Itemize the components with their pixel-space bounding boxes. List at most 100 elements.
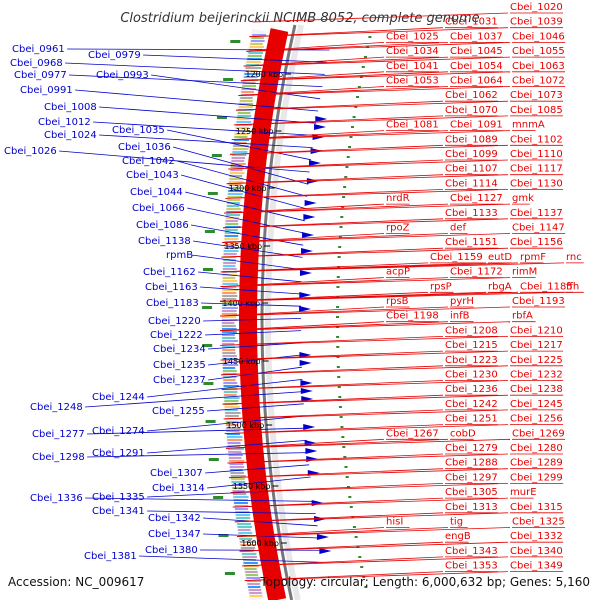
- gene-label-forward[interactable]: Cbei_1086: [136, 220, 189, 231]
- gene-label-reverse[interactable]: Cbei_1041: [386, 61, 439, 72]
- gene-label-forward[interactable]: Cbei_0979: [88, 50, 141, 61]
- gene-label-forward[interactable]: Cbei_1234: [153, 344, 206, 355]
- gene-label-reverse[interactable]: Cbei_1102: [510, 134, 563, 145]
- gene-label-reverse[interactable]: rbfA: [512, 311, 533, 322]
- gene-label-reverse[interactable]: Cbei_1037: [450, 31, 503, 42]
- gene-label-forward[interactable]: Cbei_1163: [145, 282, 198, 293]
- gene-label-reverse[interactable]: pyrH: [450, 296, 474, 307]
- gene-label-forward[interactable]: Cbei_1222: [150, 330, 203, 341]
- gene-label-forward[interactable]: Cbei_1298: [32, 452, 85, 463]
- gene-label-reverse[interactable]: Cbei_1085: [510, 105, 563, 116]
- gene-label-reverse[interactable]: Cbei_1238: [510, 384, 563, 395]
- gene-label-forward[interactable]: Cbei_1244: [92, 392, 145, 403]
- gene-label-reverse[interactable]: rpsP: [430, 281, 452, 292]
- gene-label-reverse[interactable]: Cbei_1208: [445, 325, 498, 336]
- gene-label-reverse[interactable]: murE: [510, 487, 537, 498]
- gene-label-reverse[interactable]: Cbei_1073: [510, 90, 563, 101]
- gene-label-forward[interactable]: Cbei_1036: [118, 142, 171, 153]
- gene-label-reverse[interactable]: Cbei_1280: [510, 443, 563, 454]
- gene-label-forward[interactable]: Cbei_1255: [152, 406, 205, 417]
- gene-label-reverse[interactable]: Cbei_1217: [510, 340, 563, 351]
- gene-label-reverse[interactable]: Cbei_1055: [512, 46, 565, 57]
- gene-label-forward[interactable]: Cbei_1347: [148, 529, 201, 540]
- gene-label-reverse[interactable]: Cbei_1223: [445, 355, 498, 366]
- gene-label-forward[interactable]: Cbei_1044: [130, 187, 183, 198]
- gene-label-reverse[interactable]: Cbei_1299: [510, 472, 563, 483]
- gene-label-forward[interactable]: Cbei_1274: [92, 426, 145, 437]
- gene-label-reverse[interactable]: Cbei_1185: [520, 281, 573, 292]
- gene-label-reverse[interactable]: Cbei_1081: [386, 120, 439, 131]
- gene-label-reverse[interactable]: Cbei_1289: [510, 458, 563, 469]
- gene-label-reverse[interactable]: Cbei_1089: [445, 134, 498, 145]
- gene-label-forward[interactable]: Cbei_1291: [92, 448, 145, 459]
- gene-label-reverse[interactable]: Cbei_1114: [445, 178, 498, 189]
- gene-label-reverse[interactable]: Cbei_1236: [445, 384, 498, 395]
- gene-label-forward[interactable]: Cbei_1248: [30, 402, 83, 413]
- gene-label-reverse[interactable]: Cbei_1305: [445, 487, 498, 498]
- gene-label-reverse[interactable]: Cbei_1230: [445, 370, 498, 381]
- gene-label-forward[interactable]: Cbei_1012: [38, 117, 91, 128]
- gene-label-forward[interactable]: Cbei_1237: [153, 375, 206, 386]
- gene-label-reverse[interactable]: Cbei_1349: [510, 561, 563, 572]
- gene-label-forward[interactable]: Cbei_1341: [92, 506, 145, 517]
- gene-label-forward[interactable]: Cbei_1043: [126, 170, 179, 181]
- gene-label-forward[interactable]: rpmB: [166, 250, 193, 261]
- gene-label-reverse[interactable]: eutD: [488, 252, 512, 263]
- gene-label-reverse[interactable]: Cbei_1046: [512, 31, 565, 42]
- gene-label-reverse[interactable]: Cbei_1215: [445, 340, 498, 351]
- gene-label-forward[interactable]: Cbei_1138: [138, 236, 191, 247]
- gene-label-reverse[interactable]: Cbei_1031: [445, 17, 498, 28]
- gene-label-forward[interactable]: Cbei_1314: [152, 483, 205, 494]
- gene-label-reverse[interactable]: nrdR: [386, 193, 410, 204]
- gene-label-forward[interactable]: Cbei_1235: [153, 360, 206, 371]
- gene-label-reverse[interactable]: Cbei_1256: [510, 414, 563, 425]
- gene-label-reverse[interactable]: rpmF: [520, 252, 546, 263]
- gene-label-reverse[interactable]: Cbei_1020: [510, 2, 563, 13]
- gene-label-reverse[interactable]: rbgA: [488, 281, 512, 292]
- gene-label-reverse[interactable]: Cbei_1198: [386, 311, 439, 322]
- gene-label-forward[interactable]: Cbei_1342: [148, 513, 201, 524]
- gene-label-reverse[interactable]: Cbei_1127: [450, 193, 503, 204]
- gene-label-reverse[interactable]: Cbei_1147: [512, 223, 565, 234]
- gene-label-reverse[interactable]: Cbei_1313: [445, 502, 498, 513]
- gene-label-reverse[interactable]: Cbei_1039: [510, 17, 563, 28]
- gene-label-reverse[interactable]: Cbei_1159: [430, 252, 483, 263]
- gene-label-reverse[interactable]: Cbei_1063: [512, 61, 565, 72]
- gene-label-reverse[interactable]: Cbei_1130: [510, 178, 563, 189]
- gene-label-reverse[interactable]: Cbei_1242: [445, 399, 498, 410]
- gene-label-reverse[interactable]: Cbei_1107: [445, 164, 498, 175]
- gene-label-forward[interactable]: Cbei_1042: [122, 156, 175, 167]
- gene-label-reverse[interactable]: Cbei_1070: [445, 105, 498, 116]
- gene-label-reverse[interactable]: Cbei_1325: [512, 517, 565, 528]
- gene-label-reverse[interactable]: Cbei_1091: [450, 120, 503, 131]
- gene-label-reverse[interactable]: Cbei_1117: [510, 164, 563, 175]
- gene-label-reverse[interactable]: hisI: [386, 517, 403, 528]
- gene-label-reverse[interactable]: gmk: [512, 193, 534, 204]
- gene-label-reverse[interactable]: Cbei_1279: [445, 443, 498, 454]
- gene-label-forward[interactable]: Cbei_1220: [148, 316, 201, 327]
- gene-label-reverse[interactable]: rnc: [566, 252, 582, 263]
- gene-label-forward[interactable]: Cbei_1026: [4, 146, 57, 157]
- gene-label-reverse[interactable]: Cbei_1172: [450, 267, 503, 278]
- gene-label-reverse[interactable]: Cbei_1288: [445, 458, 498, 469]
- gene-label-forward[interactable]: Cbei_0977: [14, 70, 67, 81]
- gene-label-reverse[interactable]: Cbei_1232: [510, 370, 563, 381]
- gene-label-forward[interactable]: Cbei_1336: [30, 493, 83, 504]
- gene-label-reverse[interactable]: Cbei_1099: [445, 149, 498, 160]
- gene-label-reverse[interactable]: Cbei_1045: [450, 46, 503, 57]
- gene-label-forward[interactable]: Cbei_1066: [132, 203, 185, 214]
- gene-label-reverse[interactable]: Cbei_1340: [510, 546, 563, 557]
- gene-label-forward[interactable]: Cbei_1381: [84, 551, 137, 562]
- gene-label-forward[interactable]: Cbei_0961: [12, 44, 65, 55]
- gene-label-reverse[interactable]: engB: [445, 531, 471, 542]
- gene-label-reverse[interactable]: Cbei_1025: [386, 31, 439, 42]
- gene-label-forward[interactable]: Cbei_1335: [92, 492, 145, 503]
- gene-label-reverse[interactable]: rpsB: [386, 296, 409, 307]
- gene-label-reverse[interactable]: Cbei_1151: [445, 237, 498, 248]
- gene-label-reverse[interactable]: mnmA: [512, 120, 545, 131]
- gene-label-reverse[interactable]: Cbei_1133: [445, 208, 498, 219]
- gene-label-reverse[interactable]: acpP: [386, 267, 410, 278]
- gene-label-reverse[interactable]: Cbei_1332: [510, 531, 563, 542]
- gene-label-reverse[interactable]: Cbei_1353: [445, 561, 498, 572]
- gene-label-forward[interactable]: Cbei_1183: [146, 298, 199, 309]
